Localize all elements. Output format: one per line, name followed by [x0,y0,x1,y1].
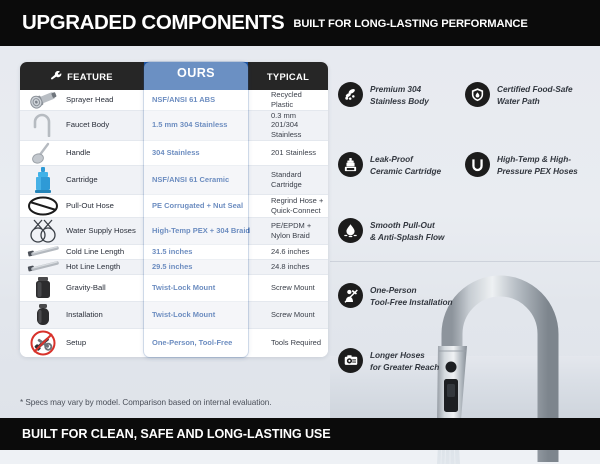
table-header-row: FEATURE OURS TYPICAL [20,62,328,90]
feature-text: High-Temp & High- Pressure PEX Hoses [497,154,578,176]
row-ours-value: NSF/ANSI 61 ABS [152,94,216,104]
row-feature-label: Setup [66,337,87,347]
row-ours-value: One-Person, Tool-Free [152,337,233,347]
row-ours-value: 29.5 inches [152,261,193,271]
cartridge-icon [20,166,66,194]
feature-text: Leak-Proof Ceramic Cartridge [370,154,442,176]
feature-item-food-safe: Certified Food-Safe Water Path [465,82,595,108]
gravity-ball-icon [20,275,66,301]
row-typical-value: 24.8 inches [271,261,310,271]
table-footnote: * Specs may vary by model. Comparison ba… [20,398,272,407]
row-typical-value: 24.6 inches [271,246,310,256]
comparison-table-body: FEATURE OURS TYPICAL Spraye [20,62,328,357]
no-tools-icon [20,329,66,357]
footer-text: BUILT FOR CLEAN, SAFE AND LONG-LASTING U… [22,427,331,441]
row-ours-value: NSF/ANSI 61 Ceramic [152,174,230,184]
table-row: Cartridge NSF/ANSI 61 Ceramic Standard C… [20,165,328,195]
header-bar: UPGRADED COMPONENTS BUILT FOR LONG-LASTI… [0,0,600,46]
page-title: UPGRADED COMPONENTS [22,11,285,34]
table-row: Gravity-Ball Twist-Lock Mount Screw Moun… [20,275,328,302]
row-feature-label: Hot Line Length [66,261,121,271]
no-tools-person-icon [338,283,363,308]
feature-text: One-Person Tool-Free Installation [370,285,453,307]
table-row: Sprayer Head NSF/ANSI 61 ABS Recycled Pl… [20,90,328,111]
row-ours-value: High-Temp PEX + 304 Braid [152,225,251,235]
row-feature-label: Faucet Body [66,120,110,130]
row-typical-value: Recycled Plastic [271,90,302,109]
row-typical-value: Tools Required [271,337,322,347]
feature-item-one-person-install: One-Person Tool-Free Installation [338,283,466,309]
page-subtitle: BUILT FOR LONG-LASTING PERFORMANCE [293,18,528,30]
cartridge-seal-icon [338,152,363,177]
row-typical-value: 201 Stainless [271,147,317,157]
feature-item-longer-hoses: Longer Hoses for Greater Reach [338,348,456,374]
row-feature-label: Water Supply Hoses [66,225,136,235]
row-typical-value: PE/EPDM + Nylon Braid [271,221,312,240]
column-header-feature: FEATURE [20,62,144,90]
column-header-ours: OURS [144,62,248,90]
table-row: Setup One-Person, Tool-Free Tools Requir… [20,329,328,357]
feature-item-anti-splash: Smooth Pull-Out & Anti-Splash Flow [338,218,460,244]
row-typical-value: Screw Mount [271,282,315,292]
table-row: Pull-Out Hose PE Corrugated + Nut Seal R… [20,195,328,218]
row-feature-label: Installation [66,309,103,319]
row-feature-label: Gravity-Ball [66,282,106,292]
table-row: Faucet Body 1.5 mm 304 Stainless 0.3 mm … [20,110,328,141]
table-row: Water Supply Hoses High-Temp PEX + 304 B… [20,217,328,245]
footer-bar: BUILT FOR CLEAN, SAFE AND LONG-LASTING U… [0,418,600,450]
column-header-feature-label: FEATURE [67,70,113,82]
row-feature-label: Sprayer Head [66,94,114,104]
row-feature-label: Handle [66,147,91,157]
column-header-typical: TYPICAL [266,70,310,82]
cold-line-icon [20,245,66,259]
row-ours-value: Twist-Lock Mount [152,309,216,319]
table-row: Installation Twist-Lock Mount Screw Moun… [20,301,328,329]
wrench-icon [51,70,62,79]
feature-text: Longer Hoses for Greater Reach [370,350,440,372]
feature-item-pex-hoses: High-Temp & High- Pressure PEX Hoses [465,152,597,178]
row-typical-value: Screw Mount [271,309,315,319]
wall-seam [330,261,600,262]
feature-text: Smooth Pull-Out & Anti-Splash Flow [370,220,445,242]
row-typical-value: Regrind Hose + Quick-Connect [271,196,324,215]
feature-text: Certified Food-Safe Water Path [497,84,573,106]
row-feature-label: Cartridge [66,174,98,184]
pull-out-hose-icon [20,195,66,217]
feature-item-stainless-body: Premium 304 Stainless Body [338,82,456,108]
row-typical-value: 0.3 mm 201/304 Stainless [271,110,302,140]
sprayer-head-icon [20,90,66,110]
comparison-table: FEATURE OURS TYPICAL Spraye [20,62,328,357]
supply-hoses-icon [20,218,66,244]
stainless-pellets-icon [338,82,363,107]
magnet-u-icon [465,152,490,177]
row-feature-label: Pull-Out Hose [66,200,114,210]
row-typical-value: Standard Cartridge [271,170,302,189]
row-ours-value: 304 Stainless [152,147,200,157]
table-row: Handle 304 Stainless 201 Stainless [20,141,328,166]
faucet-body-icon [20,111,66,140]
feature-text: Premium 304 Stainless Body [370,84,429,106]
feature-item-ceramic-cartridge: Leak-Proof Ceramic Cartridge [338,152,456,178]
row-ours-value: 1.5 mm 304 Stainless [152,120,228,130]
hose-reel-icon [338,348,363,373]
row-ours-value: Twist-Lock Mount [152,282,216,292]
row-feature-label: Cold Line Length [66,246,125,256]
water-splash-icon [338,218,363,243]
shield-droplet-icon [465,82,490,107]
handle-icon [20,141,66,165]
hot-line-icon [20,260,66,274]
table-row: Hot Line Length 29.5 inches 24.8 inches [20,259,328,275]
row-ours-value: PE Corrugated + Nut Seal [152,200,244,210]
row-ours-value: 31.5 inches [152,246,193,256]
table-row: Cold Line Length 31.5 inches 24.6 inches [20,245,328,260]
installation-icon [20,302,66,328]
